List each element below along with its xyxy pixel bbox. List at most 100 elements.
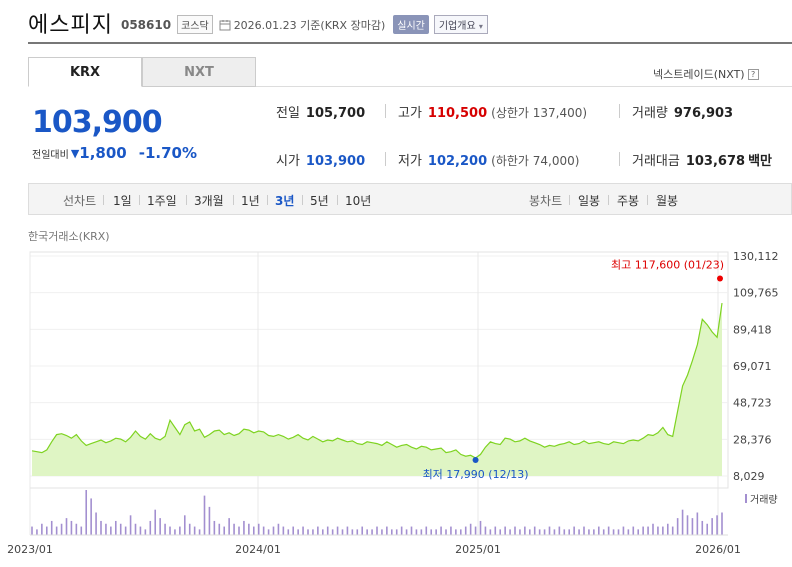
volume-bar (124, 526, 127, 535)
volume-bar (420, 529, 423, 535)
company-name: 에스피지 (28, 13, 113, 38)
volume-bar (455, 529, 457, 535)
volume-bar (612, 529, 615, 535)
volume-bar (711, 518, 713, 535)
current-price: 103,900 (32, 105, 163, 140)
volume-bar (395, 529, 398, 535)
period-1d[interactable]: 1일 (113, 194, 132, 208)
candle-monthly[interactable]: 월봉 (656, 194, 679, 208)
volume-bar (336, 526, 339, 535)
volume-bar (95, 512, 97, 535)
volume-bar (573, 526, 575, 535)
volume-bar (110, 526, 112, 535)
volume-bar (405, 529, 408, 535)
volume-bar (292, 526, 295, 535)
volume-bar (484, 526, 487, 535)
volume-bar (519, 529, 521, 535)
volume-bar (213, 520, 216, 535)
period-10y[interactable]: 10년 (345, 194, 372, 208)
volume-bar (440, 526, 442, 535)
change-label: 전일대비 (32, 149, 69, 161)
volume-bar (326, 526, 329, 535)
volume-bar (583, 526, 585, 535)
period-1y[interactable]: 1년 (241, 194, 260, 208)
stock-header: 에스피지 058610 코스닥 2026.01.23 기준(KRX 장마감) 실… (28, 8, 792, 38)
volume-bar (701, 520, 704, 535)
volume-bar (371, 529, 373, 535)
volume-bar (134, 523, 137, 535)
realtime-button[interactable]: 실시간 (393, 15, 429, 34)
market-badge: 코스닥 (177, 15, 213, 34)
volume-legend-label: 거래량 (750, 494, 778, 506)
volume-bar (509, 529, 511, 535)
volume-bar (558, 526, 561, 535)
volume-bar (489, 529, 492, 535)
volume-bar (321, 529, 324, 535)
max-marker (717, 275, 723, 282)
stat-value: 103,900 (305, 154, 366, 169)
volume-bar (459, 529, 462, 535)
volume-bar (45, 526, 48, 535)
nxt-info-link[interactable]: 넥스트레이드(NXT) ? (653, 66, 759, 82)
volume-bar (208, 506, 211, 535)
stock-code: 058610 (120, 18, 172, 32)
volume-bar (331, 529, 334, 535)
volume-bar (272, 526, 275, 535)
stat-label: 거래량 (632, 106, 668, 121)
y-tick-label: 48,723 (733, 397, 772, 410)
volume-bar (307, 529, 309, 535)
x-tick-label: 2023/01 (7, 543, 53, 556)
volume-bar (538, 529, 541, 535)
volume-bar (55, 526, 58, 535)
y-tick-label: 89,418 (733, 323, 772, 336)
volume-bar (36, 529, 38, 535)
change-value: 1,800 (79, 144, 127, 162)
volume-bar (262, 526, 265, 535)
tab-nxt[interactable]: NXT (142, 57, 256, 87)
candle-daily[interactable]: 일봉 (578, 194, 601, 208)
volume-bar (721, 512, 723, 535)
separator (302, 195, 303, 205)
volume-bar (662, 526, 664, 535)
volume-bar (657, 526, 659, 535)
separator (139, 195, 140, 205)
volume-bar (474, 526, 477, 535)
volume-bar (632, 526, 635, 535)
period-3y[interactable]: 3년 (275, 194, 295, 208)
candle-weekly[interactable]: 주봉 (617, 194, 640, 208)
chevron-down-icon: ▾ (478, 22, 483, 31)
volume-bar (238, 526, 240, 535)
min-marker (472, 457, 479, 464)
volume-bar (361, 526, 364, 535)
volume-bar (681, 509, 684, 535)
period-1w[interactable]: 1주일 (147, 194, 177, 208)
volume-bar (533, 526, 536, 535)
volume-bar (617, 529, 620, 535)
period-3m[interactable]: 3개월 (194, 194, 224, 208)
volume-bar (65, 518, 68, 535)
company-info-button[interactable]: 기업개요 ▾ (433, 15, 488, 34)
volume-bar (666, 523, 669, 535)
period-5y[interactable]: 5년 (310, 194, 329, 208)
volume-bar (60, 523, 63, 535)
volume-bar (607, 526, 610, 535)
volume-bar (686, 515, 689, 535)
calendar-icon (219, 19, 231, 30)
separator (337, 195, 338, 205)
separator (233, 195, 234, 205)
price-change: 전일대비 ▼ 1,800 -1.70% (32, 144, 197, 162)
stat-divider (385, 152, 386, 166)
volume-bar (80, 526, 83, 535)
stat-value: 103,678 (685, 154, 746, 169)
stat-sub: (상한가 137,400) (491, 106, 588, 120)
tab-krx[interactable]: KRX (28, 57, 142, 87)
separator (186, 195, 187, 205)
volume-bar (499, 529, 502, 535)
volume-bar (346, 526, 349, 535)
volume-bar (243, 520, 245, 535)
company-info-label: 기업개요 (438, 21, 476, 32)
volume-bar (193, 526, 196, 535)
stat-value: 102,200 (427, 154, 488, 169)
volume-bar (341, 529, 344, 535)
volume-bar (696, 512, 699, 535)
